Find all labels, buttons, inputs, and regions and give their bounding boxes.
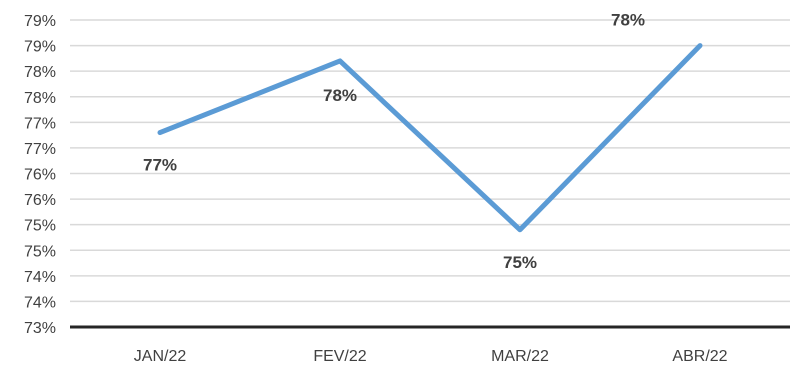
y-tick-label: 78%	[24, 90, 56, 107]
y-tick-label: 75%	[24, 243, 56, 260]
x-tick-label: ABR/22	[672, 348, 727, 365]
x-tick-label: FEV/22	[313, 348, 366, 365]
y-tick-label: 74%	[24, 269, 56, 286]
y-tick-label: 76%	[24, 167, 56, 184]
y-tick-label: 78%	[24, 64, 56, 81]
data-label: 78%	[611, 11, 645, 30]
x-tick-label: JAN/22	[134, 348, 187, 365]
y-tick-label: 79%	[24, 13, 56, 30]
x-tick-label: MAR/22	[491, 348, 549, 365]
y-tick-label: 75%	[24, 218, 56, 235]
data-label: 78%	[323, 86, 357, 105]
y-tick-label: 74%	[24, 294, 56, 311]
data-label: 75%	[503, 253, 537, 272]
y-tick-label: 76%	[24, 192, 56, 209]
y-tick-label: 73%	[24, 320, 56, 337]
series-line	[160, 46, 700, 230]
y-tick-label: 77%	[24, 115, 56, 132]
y-tick-label: 77%	[24, 141, 56, 158]
y-tick-label: 79%	[24, 39, 56, 56]
data-label: 77%	[143, 156, 177, 175]
